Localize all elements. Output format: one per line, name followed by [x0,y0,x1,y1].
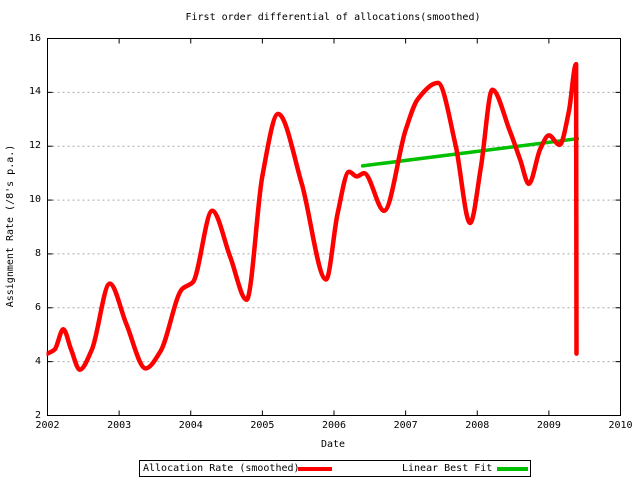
y-tick-label: 10 [28,194,41,206]
legend-box: Allocation Rate (smoothed) Linear Best F… [139,460,531,477]
y-tick-label: 14 [28,86,41,98]
x-tick-label: 2005 [250,420,275,431]
x-tick-label: 2006 [321,420,347,431]
x-tick-label: 2008 [465,420,490,431]
legend-swatch-allocation-rate [298,467,332,471]
chart-title: First order differential of allocations(… [185,12,481,23]
x-tick-label: 2007 [393,420,418,431]
x-tick-label: 2004 [178,420,203,431]
legend-swatch-linear-best-fit [497,467,528,471]
series-line-allocation-rate-smoothed [46,61,579,372]
y-tick-label: 8 [34,247,41,259]
x-tick-label: 2009 [536,420,561,431]
legend-label-allocation-rate: Allocation Rate (smoothed) [143,463,300,474]
legend-label-linear-best-fit: Linear Best Fit [402,463,493,474]
x-tick-label: 2003 [107,420,132,431]
x-axis-label: Date [320,439,346,450]
y-tick-label: 12 [28,140,41,152]
y-tick-label: 6 [34,301,41,313]
y-tick-label: 4 [34,355,41,367]
y-tick-label: 2 [34,409,41,421]
y-tick-label: 16 [28,32,41,44]
y-axis-label: Assignment Rate (/8's p.a.) [5,144,16,308]
x-tick-label: 2010 [608,420,633,431]
x-tick-label: 2002 [35,420,60,431]
